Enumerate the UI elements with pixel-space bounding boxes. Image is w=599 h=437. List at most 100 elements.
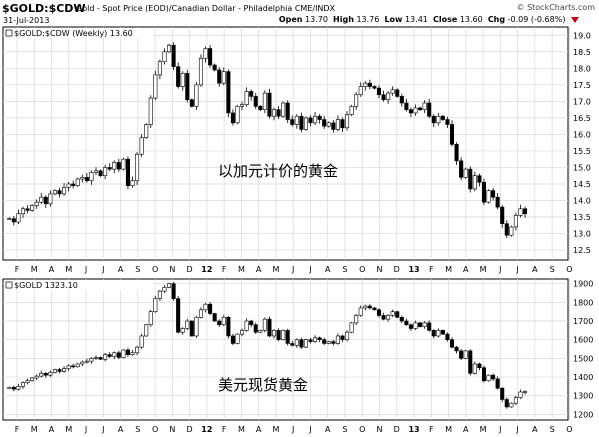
x-tick-label: A xyxy=(463,265,469,274)
candle-up xyxy=(313,115,318,124)
y-tick-label: 18.0 xyxy=(573,64,591,73)
y-tick-label: 1700 xyxy=(573,317,593,326)
candle-down xyxy=(185,72,190,101)
candle-up xyxy=(66,365,71,369)
x-tick-label: 12 xyxy=(201,265,212,274)
candle-down xyxy=(331,122,336,130)
candle-down xyxy=(217,320,222,326)
candle-down xyxy=(176,298,181,333)
candle-up xyxy=(326,341,331,344)
candle-up xyxy=(413,107,418,114)
x-tick-label: J xyxy=(515,425,518,434)
x-tick-label: O xyxy=(152,265,158,274)
x-tick-label: D xyxy=(394,425,400,434)
candle-down xyxy=(427,322,432,331)
x-tick-label: N xyxy=(169,265,175,274)
candle-down xyxy=(107,167,112,170)
candle-down xyxy=(381,94,386,101)
candle-up xyxy=(30,377,35,382)
x-tick-label: O xyxy=(566,425,572,434)
candle-up xyxy=(386,315,391,320)
candle-down xyxy=(481,182,486,203)
candle-up xyxy=(235,106,240,124)
x-tick-label: J xyxy=(101,425,104,434)
candle-up xyxy=(486,374,491,382)
chart-panel-1: 12.5 13.0 13.5 14.0 14.5 15.0 15.5 16.0 16.5 17.0… xyxy=(2,26,591,274)
candle-up xyxy=(240,104,245,107)
candle-up xyxy=(7,218,12,220)
candle-down xyxy=(395,311,400,318)
candle-up xyxy=(294,339,299,346)
close-value: 13.60 xyxy=(459,15,483,24)
candle-down xyxy=(212,313,217,322)
candle-down xyxy=(468,350,473,374)
candle-down xyxy=(98,170,103,177)
candle-down xyxy=(459,350,464,359)
candle-up xyxy=(62,368,67,372)
candle-up xyxy=(271,109,277,117)
legend-swatch xyxy=(5,29,13,37)
y-tick-label: 1500 xyxy=(573,354,593,363)
candle-up xyxy=(509,402,514,408)
x-tick-label: J xyxy=(291,265,294,274)
y-tick-label: 13.0 xyxy=(573,230,591,239)
candle-up xyxy=(303,117,308,130)
candle-up xyxy=(358,307,363,316)
x-tick-label: S xyxy=(550,425,555,434)
candle-down xyxy=(230,112,235,124)
x-tick-label: A xyxy=(325,425,331,434)
candle-down xyxy=(253,96,258,107)
x-tick-label: A xyxy=(532,425,538,434)
candle-up xyxy=(89,358,94,362)
candle-up xyxy=(486,190,491,203)
x-tick-label: F xyxy=(15,425,20,434)
candle-up xyxy=(20,208,26,215)
candle-up xyxy=(139,137,144,155)
candle-down xyxy=(189,99,194,107)
candle-down xyxy=(372,86,377,89)
candle-up xyxy=(144,324,149,337)
x-tick-label: 13 xyxy=(408,425,419,434)
candle-down xyxy=(25,208,30,211)
candle-up xyxy=(422,102,427,110)
candle-down xyxy=(43,196,48,205)
legend-label: $GOLD 1323.10 xyxy=(14,281,78,290)
candle-up xyxy=(354,315,359,324)
symbol-title: $GOLD:$CDW xyxy=(2,2,86,15)
candle-down xyxy=(500,387,505,400)
candle-up xyxy=(294,115,299,125)
chart-annotation: 以加元计价的黄金 xyxy=(218,162,338,180)
x-tick-label: A xyxy=(49,425,55,434)
candle-up xyxy=(262,318,267,331)
candle-down xyxy=(249,320,254,326)
candle-down xyxy=(317,115,322,120)
x-tick-label: J xyxy=(498,265,501,274)
low-value: 13.41 xyxy=(404,15,428,24)
x-tick-label: S xyxy=(135,265,140,274)
candle-down xyxy=(276,109,281,117)
candle-up xyxy=(463,168,468,178)
low-label: Low xyxy=(384,15,403,24)
candle-up xyxy=(180,328,185,333)
candle-up xyxy=(66,183,71,188)
candle-up xyxy=(472,175,477,190)
candle-up xyxy=(349,322,354,333)
candle-up xyxy=(162,287,167,292)
candle-down xyxy=(171,44,176,67)
legend-label: $GOLD:$CDW (Weekly) 13.60 xyxy=(14,29,133,38)
candle-down xyxy=(340,119,345,129)
candle-up xyxy=(34,201,39,206)
x-tick-label: M xyxy=(272,265,279,274)
candle-up xyxy=(390,311,395,316)
candle-down xyxy=(427,102,432,117)
x-tick-label: N xyxy=(377,425,383,434)
candle-down xyxy=(418,107,423,110)
y-tick-label: 17.0 xyxy=(573,97,591,106)
candle-up xyxy=(157,290,162,299)
x-tick-label: M xyxy=(272,425,279,434)
x-tick-label: A xyxy=(256,425,262,434)
candle-up xyxy=(303,339,308,348)
candle-up xyxy=(93,170,99,173)
y-tick-label: 19.0 xyxy=(573,31,591,40)
